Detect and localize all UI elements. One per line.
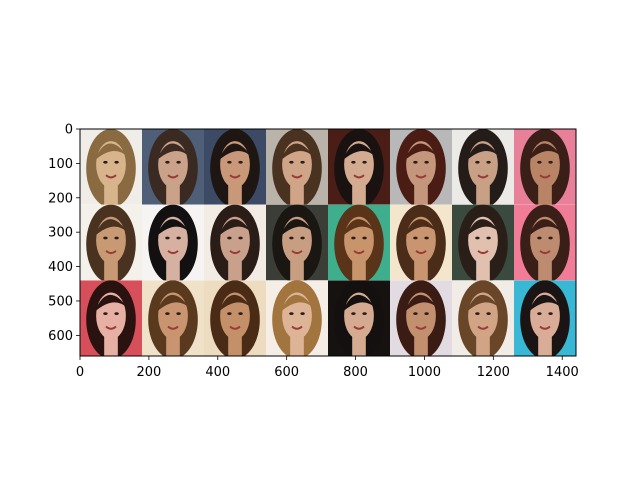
- y-tick-label: 0: [65, 123, 73, 138]
- face-thumbnail: [328, 204, 390, 281]
- x-axis: 0 200 400 600 800 1000 1200 1400: [76, 356, 579, 380]
- y-tick-label: 200: [48, 191, 73, 206]
- x-tick-label: 1000: [408, 365, 441, 380]
- face-thumbnail: [452, 204, 514, 281]
- face-thumbnail: [390, 129, 452, 205]
- x-tick-label: 600: [274, 365, 299, 380]
- face-thumbnail: [142, 280, 204, 357]
- face-thumbnail: [328, 129, 390, 205]
- face-thumbnail: [266, 280, 328, 357]
- x-tick-label: 1400: [546, 365, 579, 380]
- face-thumbnail: [204, 129, 266, 205]
- face-thumbnail: [80, 204, 142, 281]
- x-tick-label: 200: [136, 365, 161, 380]
- face-thumbnail: [390, 280, 452, 357]
- axes-frame: [79, 128, 577, 357]
- face-thumbnail: [142, 129, 204, 205]
- image-grid: [80, 129, 576, 357]
- face-thumbnail: [204, 280, 266, 357]
- face-thumbnail: [390, 204, 452, 281]
- face-thumbnail: [80, 129, 142, 205]
- x-tick-label: 0: [76, 365, 84, 380]
- face-thumbnail: [80, 280, 142, 357]
- y-tick-label: 500: [48, 294, 73, 309]
- y-tick-label: 300: [48, 226, 73, 241]
- x-tick-label: 400: [205, 365, 230, 380]
- face-thumbnail: [452, 280, 514, 357]
- y-tick-label: 600: [48, 329, 73, 344]
- y-tick-label: 400: [48, 260, 73, 275]
- face-thumbnail: [266, 129, 328, 205]
- x-tick-label: 800: [343, 365, 368, 380]
- face-thumbnail: [514, 129, 576, 205]
- face-thumbnail: [142, 204, 204, 281]
- y-tick-label: 100: [48, 157, 73, 172]
- face-thumbnail: [204, 204, 266, 281]
- face-thumbnail: [514, 280, 576, 357]
- face-thumbnail: [266, 204, 328, 281]
- face-thumbnail: [514, 204, 576, 281]
- x-tick-label: 1200: [477, 365, 510, 380]
- y-axis: 0 100 200 300 400 500 600: [48, 123, 80, 344]
- face-thumbnail: [452, 129, 514, 205]
- face-thumbnail: [328, 280, 390, 357]
